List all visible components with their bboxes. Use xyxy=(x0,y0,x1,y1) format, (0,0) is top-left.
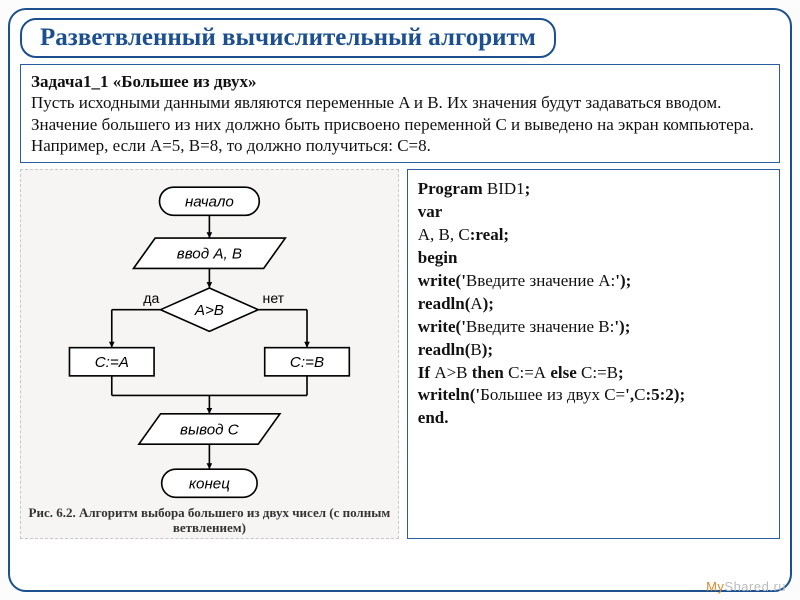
code-line: write('Введите значение A:'); xyxy=(418,270,769,293)
svg-text:вывод C: вывод C xyxy=(180,421,240,438)
watermark-prefix: My xyxy=(706,579,724,594)
code-line: A, B, C:real; xyxy=(418,224,769,247)
lower-row: да нет начало ввод A, B A>B C:=A C:=B вывод C ко… xyxy=(20,169,780,539)
flowchart-svg: да нет начало ввод A, B A>B C:=A C:=B вывод C ко… xyxy=(25,176,394,504)
code-line: write('Введите значение B:'); xyxy=(418,316,769,339)
svg-text:C:=B: C:=B xyxy=(290,354,324,371)
code-line: writeln('Большее из двух C=',C:5:2); xyxy=(418,384,769,407)
code-line: Program BID1; xyxy=(418,178,769,201)
flowchart-panel: да нет начало ввод A, B A>B C:=A C:=B вывод C ко… xyxy=(20,169,399,539)
slide-title: Разветвленный вычислительный алгоритм xyxy=(20,18,556,58)
code-line: readln(B); xyxy=(418,339,769,362)
task-heading: Задача1_1 «Большее из двух» xyxy=(31,72,257,91)
code-line: var xyxy=(418,201,769,224)
task-body: Пусть исходными данными являются перемен… xyxy=(31,93,754,155)
watermark: MyShared.ru xyxy=(706,579,786,594)
task-box: Задача1_1 «Большее из двух» Пусть исходн… xyxy=(20,64,780,163)
svg-text:ввод A, B: ввод A, B xyxy=(177,246,242,263)
flowchart-caption: Рис. 6.2. Алгоритм выбора большего из дв… xyxy=(25,504,394,536)
watermark-rest: Shared.ru xyxy=(724,579,786,594)
svg-text:начало: начало xyxy=(185,194,234,211)
code-line: readln(A); xyxy=(418,293,769,316)
code-line: If A>B then C:=A else C:=B; xyxy=(418,362,769,385)
code-line: begin xyxy=(418,247,769,270)
svg-text:конец: конец xyxy=(189,476,230,493)
code-box: Program BID1;varA, B, C:real;beginwrite(… xyxy=(407,169,780,539)
svg-text:нет: нет xyxy=(263,290,285,306)
code-line: end. xyxy=(418,407,769,430)
slide-frame: Разветвленный вычислительный алгоритм За… xyxy=(8,8,792,592)
svg-text:A>B: A>B xyxy=(194,302,224,319)
svg-text:да: да xyxy=(143,290,159,306)
svg-text:C:=A: C:=A xyxy=(95,354,129,371)
